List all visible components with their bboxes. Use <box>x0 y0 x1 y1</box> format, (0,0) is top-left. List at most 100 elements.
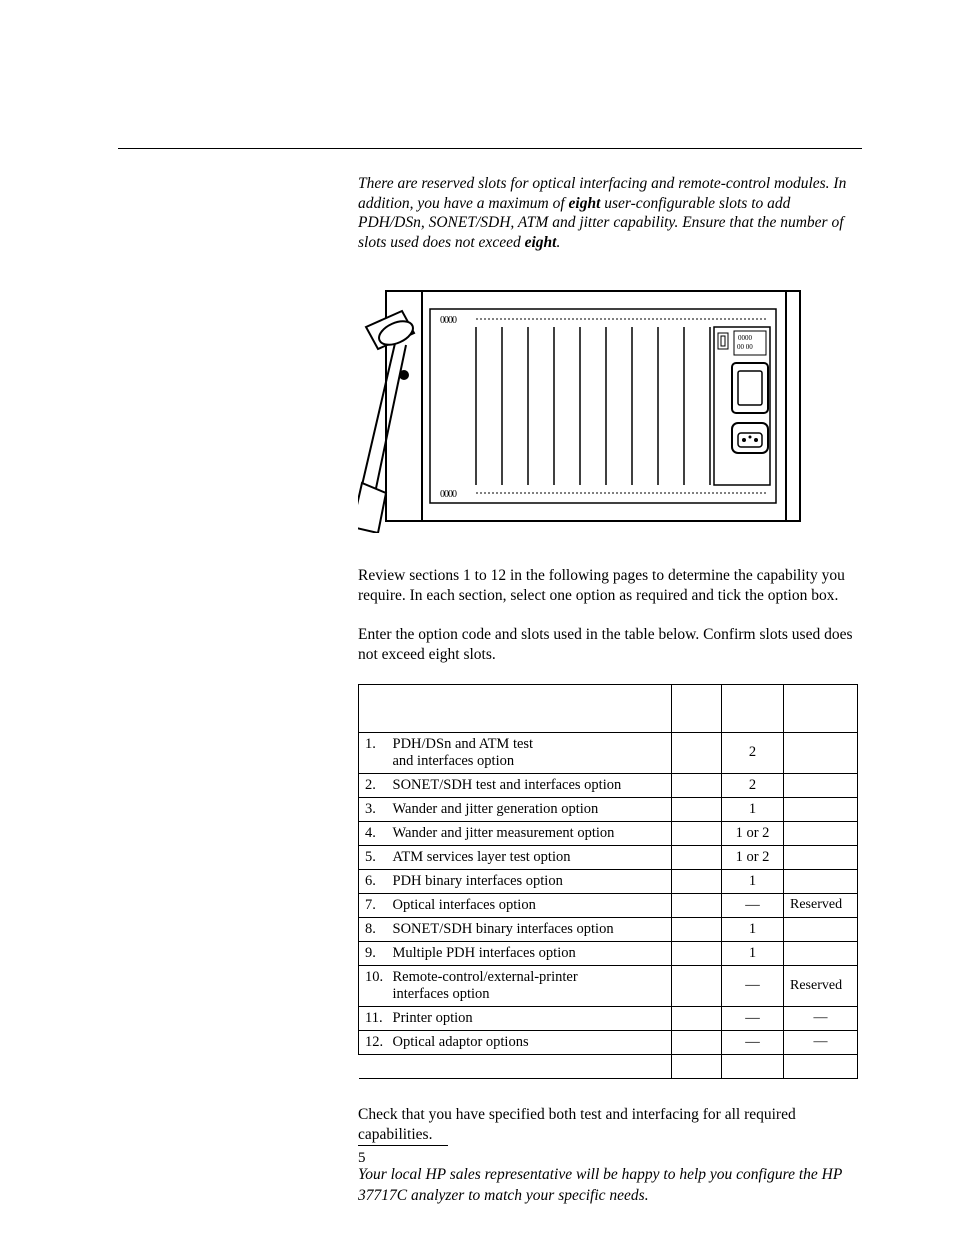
row-remark <box>784 869 858 893</box>
row-number: 9. <box>359 941 389 965</box>
row-slots: — <box>722 1006 784 1030</box>
row-slots: — <box>722 965 784 1006</box>
page-number: 5 <box>358 1150 366 1167</box>
row-slots: — <box>722 893 784 917</box>
row-slots: — <box>722 1030 784 1054</box>
table-row: 1.PDH/DSn and ATM testand interfaces opt… <box>359 732 858 773</box>
row-number: 1. <box>359 732 389 773</box>
row-slots: 1 <box>722 797 784 821</box>
row-remark <box>784 732 858 773</box>
table-row: 2.SONET/SDH test and interfaces option 2 <box>359 773 858 797</box>
intro-bold-1: eight <box>569 195 601 212</box>
row-description: ATM services layer test option <box>389 845 672 869</box>
table-row: 9.Multiple PDH interfaces option 1 <box>359 941 858 965</box>
row-number: 11. <box>359 1006 389 1030</box>
th-slots <box>722 684 784 732</box>
intro-paragraph: There are reserved slots for optical int… <box>358 174 858 253</box>
total-remark <box>784 1054 858 1078</box>
row-number: 2. <box>359 773 389 797</box>
row-code <box>672 821 722 845</box>
row-description: PDH binary interfaces option <box>389 869 672 893</box>
rep-paragraph: Your local HP sales representative will … <box>358 1165 858 1206</box>
table-row: 3.Wander and jitter generation option 1 <box>359 797 858 821</box>
th-option <box>359 684 672 732</box>
row-remark: — <box>784 1006 858 1030</box>
table-header-row <box>359 684 858 732</box>
row-number: 7. <box>359 893 389 917</box>
row-code <box>672 893 722 917</box>
row-description: Wander and jitter generation option <box>389 797 672 821</box>
th-remark <box>784 684 858 732</box>
svg-text:0000: 0000 <box>738 334 753 342</box>
row-number: 5. <box>359 845 389 869</box>
row-remark <box>784 773 858 797</box>
table-row: 4.Wander and jitter measurement option 1 … <box>359 821 858 845</box>
row-remark <box>784 821 858 845</box>
row-description: Multiple PDH interfaces option <box>389 941 672 965</box>
svg-text:0000: 0000 <box>440 489 457 500</box>
row-code <box>672 845 722 869</box>
row-slots: 2 <box>722 732 784 773</box>
row-code <box>672 797 722 821</box>
row-description: Wander and jitter measurement option <box>389 821 672 845</box>
row-description: Optical adaptor options <box>389 1030 672 1054</box>
top-rule <box>118 148 862 149</box>
chassis-svg: 0000 0000 <box>358 283 806 533</box>
svg-text:00 00: 00 00 <box>737 343 753 351</box>
row-code <box>672 869 722 893</box>
row-description: PDH/DSn and ATM testand interfaces optio… <box>389 732 672 773</box>
row-code <box>672 1030 722 1054</box>
row-code <box>672 732 722 773</box>
table-row: 8.SONET/SDH binary interfaces option 1 <box>359 917 858 941</box>
page-content: There are reserved slots for optical int… <box>118 150 868 1206</box>
row-number: 10. <box>359 965 389 1006</box>
row-slots: 2 <box>722 773 784 797</box>
row-description: SONET/SDH binary interfaces option <box>389 917 672 941</box>
page-number-rule <box>358 1145 448 1146</box>
review-paragraph: Review sections 1 to 12 in the following… <box>358 566 858 607</box>
total-code <box>672 1054 722 1078</box>
table-row: 6.PDH binary interfaces option 1 <box>359 869 858 893</box>
total-label <box>359 1054 672 1078</box>
table-total-row <box>359 1054 858 1078</box>
row-description: SONET/SDH test and interfaces option <box>389 773 672 797</box>
total-slots <box>722 1054 784 1078</box>
row-number: 8. <box>359 917 389 941</box>
table-row: 12.Optical adaptor options —— <box>359 1030 858 1054</box>
row-remark: Reserved <box>784 893 858 917</box>
svg-text:0000: 0000 <box>440 315 457 326</box>
table-row: 5.ATM services layer test option 1 or 2 <box>359 845 858 869</box>
row-remark <box>784 845 858 869</box>
row-description: Remote-control/external-printerinterface… <box>389 965 672 1006</box>
row-number: 6. <box>359 869 389 893</box>
row-remark <box>784 917 858 941</box>
row-remark <box>784 941 858 965</box>
table-row: 7.Optical interfaces option —Reserved <box>359 893 858 917</box>
row-remark <box>784 797 858 821</box>
row-number: 12. <box>359 1030 389 1054</box>
options-table: 1.PDH/DSn and ATM testand interfaces opt… <box>358 684 858 1079</box>
table-row: 11.Printer option —— <box>359 1006 858 1030</box>
row-description: Printer option <box>389 1006 672 1030</box>
chassis-diagram: 0000 0000 <box>358 283 858 538</box>
row-number: 3. <box>359 797 389 821</box>
row-code <box>672 773 722 797</box>
th-code <box>672 684 722 732</box>
row-slots: 1 <box>722 941 784 965</box>
row-remark: — <box>784 1030 858 1054</box>
row-number: 4. <box>359 821 389 845</box>
intro-bold-2: eight <box>525 234 557 251</box>
row-slots: 1 or 2 <box>722 845 784 869</box>
row-slots: 1 <box>722 917 784 941</box>
intro-text-3: . <box>556 234 560 251</box>
row-remark: Reserved <box>784 965 858 1006</box>
table-row: 10.Remote-control/external-printerinterf… <box>359 965 858 1006</box>
row-slots: 1 or 2 <box>722 821 784 845</box>
row-code <box>672 1006 722 1030</box>
row-slots: 1 <box>722 869 784 893</box>
row-code <box>672 965 722 1006</box>
row-description: Optical interfaces option <box>389 893 672 917</box>
row-code <box>672 917 722 941</box>
check-paragraph: Check that you have specified both test … <box>358 1105 858 1146</box>
enter-paragraph: Enter the option code and slots used in … <box>358 625 858 666</box>
